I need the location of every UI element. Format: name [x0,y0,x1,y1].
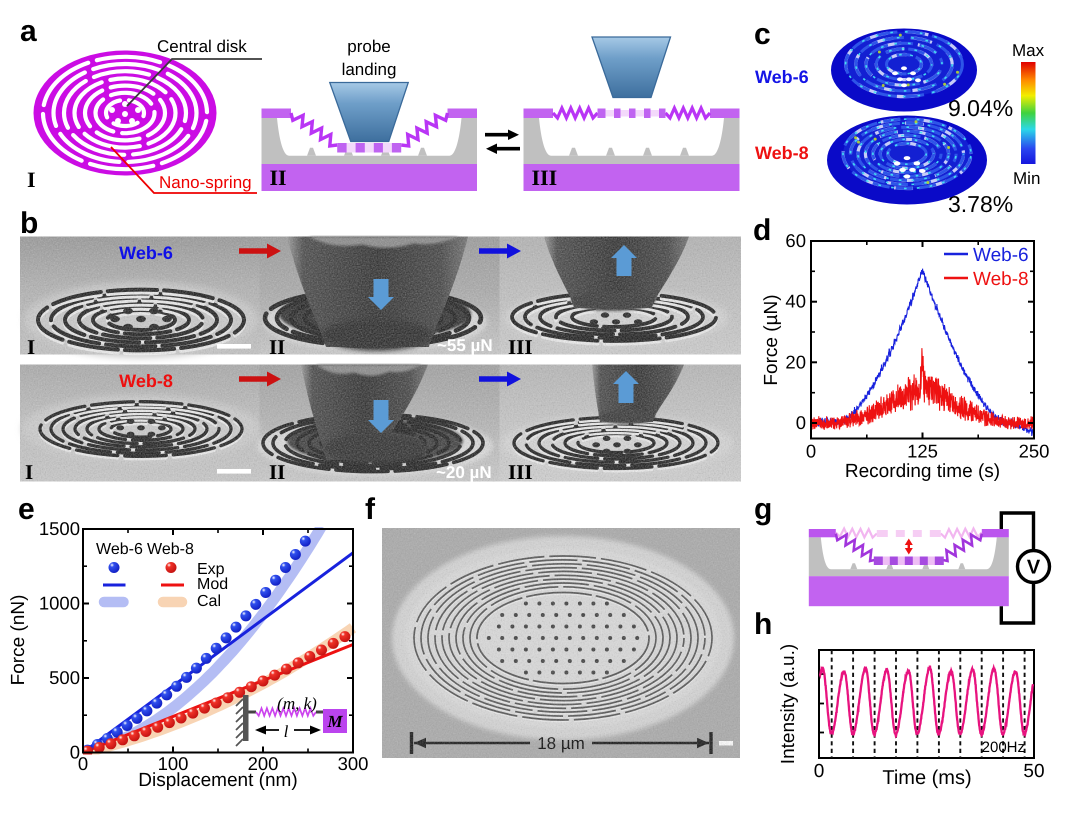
svg-text:~55 µN: ~55 µN [437,336,493,355]
svg-text:~20 µN: ~20 µN [436,463,492,482]
svg-text:landing: landing [342,60,397,79]
svg-text:II: II [269,460,285,484]
svg-text:0: 0 [70,742,80,763]
svg-text:40: 40 [785,291,806,312]
svg-text:3.78%: 3.78% [948,191,1013,217]
svg-text:probe: probe [347,37,390,56]
svg-text:Intensity (a.u.): Intensity (a.u.) [778,644,799,764]
svg-text:III: III [508,460,533,484]
svg-text:Web-8: Web-8 [973,269,1029,290]
svg-text:200: 200 [248,753,279,774]
svg-text:b: b [20,207,38,240]
svg-text:III: III [532,165,558,190]
svg-text:1500: 1500 [39,518,80,539]
svg-text:Web-6: Web-6 [755,67,809,87]
svg-text:Web-8: Web-8 [119,371,173,391]
svg-text:I: I [27,167,36,192]
svg-text:0: 0 [806,441,816,462]
svg-text:f: f [365,493,376,526]
svg-text:II: II [269,335,285,359]
svg-text:Nano-spring: Nano-spring [159,173,252,192]
svg-text:Recording time (s): Recording time (s) [845,461,1000,482]
svg-text:Web-8: Web-8 [147,541,194,558]
svg-text:Force (nN): Force (nN) [8,595,29,686]
svg-text:I: I [25,460,33,484]
svg-text:Max: Max [1012,41,1045,60]
svg-text:300: 300 [338,753,369,774]
svg-text:e: e [18,493,35,526]
svg-text:Mod: Mod [197,576,228,593]
svg-text:60: 60 [785,230,806,251]
svg-text:200Hz: 200Hz [982,739,1025,756]
svg-text:a: a [20,15,37,48]
svg-text:0: 0 [78,753,88,774]
svg-text:c: c [754,18,771,51]
svg-text:0: 0 [814,761,825,782]
svg-text:(m, k): (m, k) [277,694,317,713]
svg-text:Time (ms): Time (ms) [882,767,971,789]
svg-text:Web-6: Web-6 [973,245,1029,266]
svg-text:Web-8: Web-8 [755,143,809,163]
svg-text:Web-6: Web-6 [119,243,173,263]
svg-text:20: 20 [785,351,806,372]
svg-text:h: h [754,608,772,641]
svg-text:M: M [326,712,343,731]
svg-text:Displacement (nm): Displacement (nm) [138,770,297,791]
svg-text:d: d [753,214,771,247]
svg-text:Central disk: Central disk [157,37,247,56]
svg-text:1000: 1000 [39,593,80,614]
svg-text:I: I [27,335,35,359]
svg-text:Cal: Cal [197,593,221,610]
svg-text:Min: Min [1013,169,1040,188]
svg-text:II: II [270,165,287,190]
svg-text:125: 125 [907,441,938,462]
svg-text:III: III [508,335,533,359]
svg-text:l: l [284,722,289,741]
svg-text:Force (µN): Force (µN) [761,294,782,385]
svg-text:100: 100 [158,753,189,774]
svg-text:250: 250 [1019,441,1050,462]
svg-text:0: 0 [796,412,806,433]
svg-text:Exp: Exp [197,561,225,578]
svg-text:500: 500 [49,667,80,688]
svg-text:V: V [1027,557,1041,579]
svg-text:50: 50 [1023,761,1044,782]
svg-text:Web-6: Web-6 [96,541,143,558]
svg-text:g: g [754,493,772,526]
svg-text:9.04%: 9.04% [948,95,1013,121]
